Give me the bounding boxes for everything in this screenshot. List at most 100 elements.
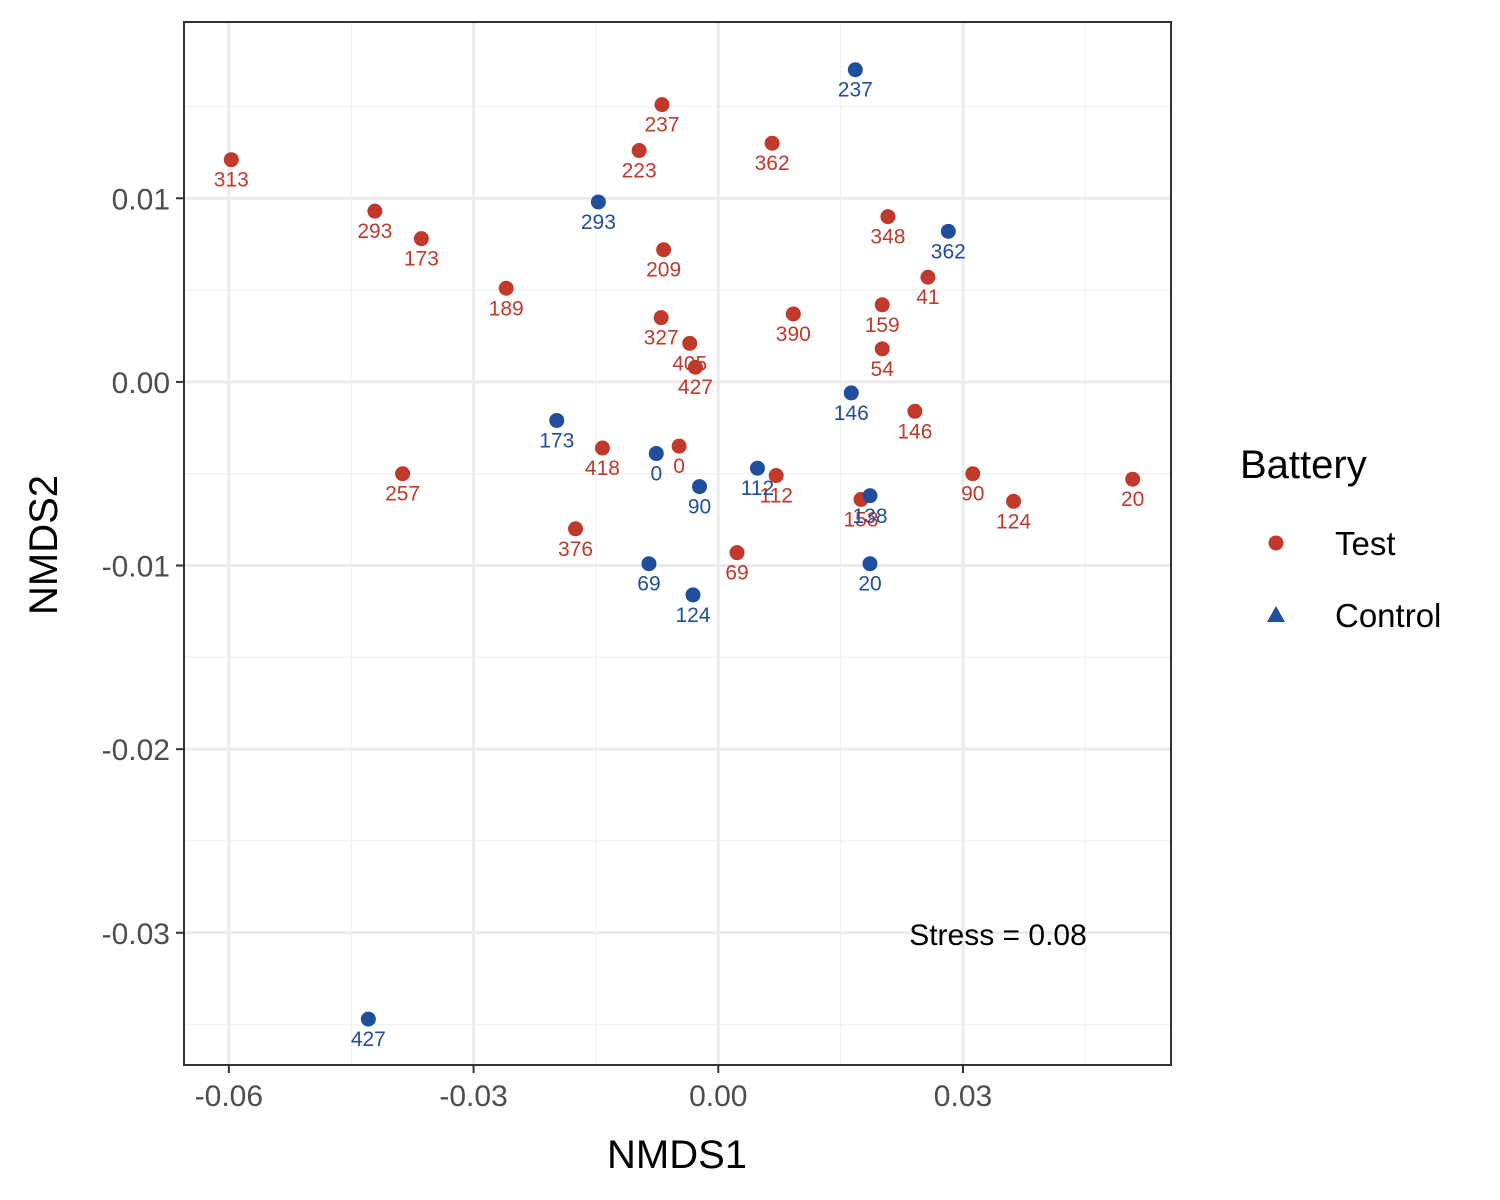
y-tick-label: 0.01 xyxy=(112,183,170,216)
test-point xyxy=(498,280,514,296)
test-point xyxy=(631,143,647,159)
control-point-label: 112 xyxy=(741,477,774,500)
control-point-label: 362 xyxy=(931,240,966,263)
test-point xyxy=(223,152,239,168)
legend-items: Test Control xyxy=(1267,525,1441,634)
test-point-label: 418 xyxy=(585,457,620,480)
control-point xyxy=(685,587,701,603)
control-point xyxy=(862,556,878,572)
control-point xyxy=(940,223,956,239)
data-points xyxy=(223,62,1141,1027)
test-point-label: 390 xyxy=(776,323,811,346)
control-point-label: 69 xyxy=(637,573,660,596)
control-point xyxy=(549,412,565,428)
grid-major xyxy=(184,22,1171,1065)
test-point xyxy=(1006,493,1022,509)
control-point xyxy=(641,556,657,572)
test-point xyxy=(594,440,610,456)
y-tick-label: -0.03 xyxy=(102,918,170,951)
test-point xyxy=(785,306,801,322)
test-point xyxy=(907,403,923,419)
test-point xyxy=(656,242,672,258)
test-point-label: 327 xyxy=(644,327,679,350)
test-point xyxy=(568,521,584,537)
control-point-label: 20 xyxy=(858,573,881,596)
control-point-label: 124 xyxy=(675,604,710,627)
test-point xyxy=(413,231,429,247)
legend: Battery Test Control xyxy=(1240,443,1441,634)
test-point-label: 376 xyxy=(558,538,593,561)
control-point xyxy=(749,460,765,476)
test-point xyxy=(768,468,784,484)
y-tick-label: 0.00 xyxy=(112,367,170,400)
control-point-label: 237 xyxy=(838,79,873,102)
x-tick-label: 0.00 xyxy=(689,1080,747,1113)
legend-title: Battery xyxy=(1240,443,1367,487)
legend-control-key xyxy=(1267,606,1285,622)
control-point xyxy=(692,479,708,495)
x-tick-label: -0.06 xyxy=(195,1080,263,1113)
test-point xyxy=(671,438,687,454)
control-point xyxy=(360,1011,376,1027)
control-point xyxy=(843,385,859,401)
control-point-label: 146 xyxy=(834,402,869,425)
test-point-label: 257 xyxy=(385,483,420,506)
control-point xyxy=(590,194,606,210)
y-axis-ticks: 0.01 0.00 -0.01 -0.02 -0.03 xyxy=(102,183,184,951)
y-tick-label: -0.01 xyxy=(102,551,170,584)
control-point-label: 0 xyxy=(650,463,662,486)
test-point xyxy=(367,203,383,219)
test-point xyxy=(874,341,890,357)
test-point-label: 405 xyxy=(672,352,707,375)
y-tick-label: -0.02 xyxy=(102,734,170,767)
test-point-label: 124 xyxy=(996,510,1031,533)
test-point-label: 362 xyxy=(755,152,790,175)
legend-test-label: Test xyxy=(1335,525,1396,562)
x-axis-title: NMDS1 xyxy=(607,1133,747,1177)
test-point-label: 146 xyxy=(897,420,932,443)
test-point-label: 427 xyxy=(678,376,713,399)
control-point xyxy=(847,62,863,78)
control-point-label: 427 xyxy=(351,1028,386,1051)
test-point xyxy=(687,359,703,375)
test-point-label: 313 xyxy=(214,169,249,192)
grid-minor xyxy=(184,22,1171,1065)
test-point xyxy=(920,269,936,285)
test-point-label: 90 xyxy=(961,483,984,506)
test-point-label: 0 xyxy=(673,455,685,478)
y-axis-title: NMDS2 xyxy=(22,475,66,615)
test-point xyxy=(395,466,411,482)
test-point xyxy=(874,297,890,313)
test-point xyxy=(729,545,745,561)
test-point-label: 20 xyxy=(1121,488,1144,511)
stress-annotation: Stress = 0.08 xyxy=(909,919,1087,952)
test-point-label: 41 xyxy=(916,286,939,309)
test-point xyxy=(880,209,896,225)
test-point xyxy=(764,135,780,151)
test-point-label: 223 xyxy=(622,160,657,183)
test-point-label: 209 xyxy=(646,259,681,282)
test-point-label: 348 xyxy=(870,226,905,249)
test-point-label: 237 xyxy=(644,114,679,137)
test-point-label: 112 xyxy=(759,485,792,508)
test-point-label: 158 xyxy=(844,508,879,531)
point-labels: 3132931731892573764182372232093274054270… xyxy=(214,79,1145,1051)
test-point-label: 173 xyxy=(404,248,439,271)
legend-test-key xyxy=(1268,535,1284,551)
control-point-label: 90 xyxy=(688,496,711,519)
test-point-label: 189 xyxy=(489,297,524,320)
test-point xyxy=(682,335,698,351)
test-point-label: 159 xyxy=(865,314,900,337)
control-point-label: 293 xyxy=(581,211,616,234)
legend-control-label: Control xyxy=(1335,597,1441,634)
test-point-label: 54 xyxy=(871,358,895,381)
test-point xyxy=(654,97,670,113)
control-point xyxy=(648,446,664,462)
test-point xyxy=(965,466,981,482)
test-point xyxy=(1125,471,1141,487)
panel-border xyxy=(183,21,1172,1066)
x-tick-label: -0.03 xyxy=(439,1080,507,1113)
x-tick-label: 0.03 xyxy=(934,1080,992,1113)
control-point-label: 138 xyxy=(852,505,887,528)
